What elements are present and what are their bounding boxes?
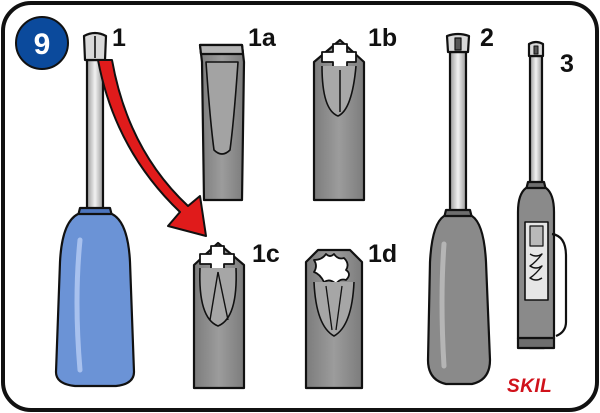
pozidriv-tip-icon [192,241,246,390]
label-tip-1d: 1d [368,240,397,268]
flat-tip-icon [198,43,246,202]
phillips-tip-icon [312,38,366,202]
step-badge: 9 [15,16,69,70]
step-number: 9 [34,28,51,61]
label-tool-2: 2 [480,24,494,52]
label-tip-1b: 1b [368,24,397,52]
screwdriver-2-icon [426,32,492,386]
red-arrow-icon [97,59,207,237]
label-tip-1c: 1c [252,240,280,268]
screwdriver-1-icon [54,31,136,388]
voltage-tester-3-icon [516,40,568,350]
label-tool-3: 3 [560,50,574,78]
label-tip-1a: 1a [248,24,277,52]
brand-logo: SKIL [507,376,552,397]
torx-tip-icon [304,248,364,390]
label-tool-1: 1 [112,24,126,52]
